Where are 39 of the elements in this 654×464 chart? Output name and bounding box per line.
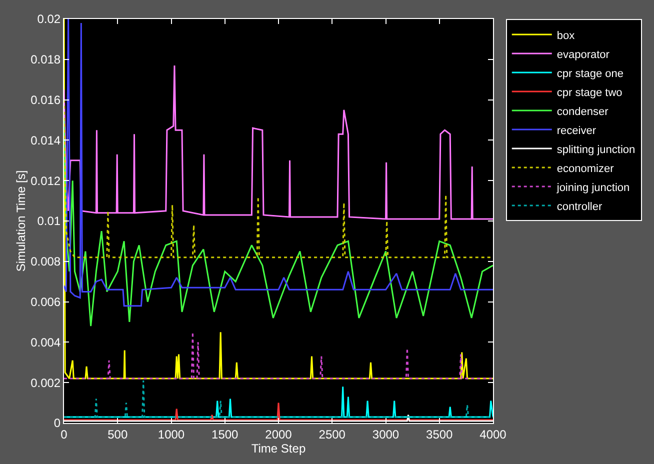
line-series [64, 19, 493, 380]
x-tick-label: 500 [108, 427, 128, 442]
legend-label: receiver [556, 124, 596, 137]
line-series [64, 19, 493, 307]
legend-label: controller [556, 200, 602, 213]
line-series [64, 331, 493, 380]
x-tick-label: 4000 [480, 427, 507, 442]
legend-label: box [556, 30, 576, 42]
x-axis-title: Time Step [251, 441, 306, 456]
y-tick-label: 0.02 [37, 12, 61, 26]
y-tick-label: 0.008 [30, 254, 61, 269]
x-tick-label: 1000 [158, 427, 185, 442]
y-tick-label: 0.01 [37, 214, 61, 228]
line-series [64, 386, 493, 418]
y-tick-label: 0.012 [30, 174, 61, 188]
legend-label: cpr stage two [556, 86, 622, 99]
legend-label: splitting junction [556, 144, 636, 156]
y-tick-label: 0 [54, 416, 61, 430]
y-tick-label: 0.014 [30, 133, 61, 148]
legend-label: cpr stage one [556, 68, 624, 80]
y-tick-label: 0.004 [30, 335, 61, 350]
y-tick-label: 0.006 [30, 295, 61, 309]
x-tick-label: 2500 [318, 427, 346, 442]
y-tick-label: 0.018 [30, 52, 61, 67]
legend-label: evaporator [556, 48, 610, 61]
y-tick-label: 0.002 [30, 376, 61, 390]
line-series [64, 64, 493, 220]
x-tick-label: 1500 [212, 427, 239, 442]
legend-label: joining junction [556, 182, 630, 194]
x-tick-label: 2000 [265, 427, 292, 442]
y-axis-title: Simulation Time [s] [14, 170, 28, 272]
x-tick-label: 3000 [372, 427, 400, 442]
line-series [64, 380, 493, 418]
legend-label: condenser [556, 106, 609, 118]
line-series [64, 99, 493, 258]
line-series [64, 119, 493, 327]
legend-label: economizer [556, 162, 614, 175]
x-tick-label: 3500 [426, 427, 454, 442]
y-tick-label: 0.016 [30, 93, 61, 107]
